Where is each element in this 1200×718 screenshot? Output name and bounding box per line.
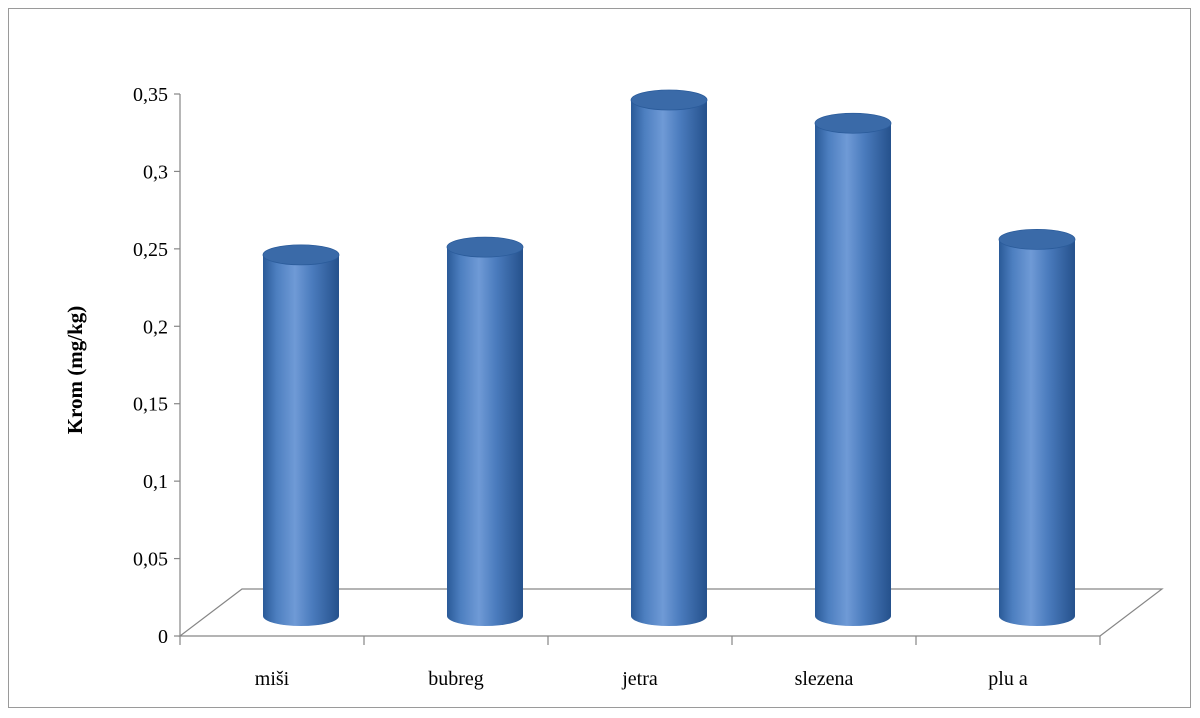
bar-body [447, 247, 523, 626]
bar-slezena [814, 112, 892, 626]
bar-jetra [630, 89, 708, 626]
y-tick-label: 0,3 [143, 161, 168, 183]
y-tick-label: 0,2 [143, 316, 168, 338]
bar-body [999, 239, 1075, 626]
bar-top [814, 112, 892, 134]
x-category-label: jetra [621, 668, 658, 690]
y-tick-label: 0,15 [133, 394, 168, 416]
x-category-label: miši [255, 668, 290, 690]
bars [262, 89, 1076, 626]
y-tick-label: 0,25 [133, 239, 168, 261]
x-category-label: plu a [988, 668, 1028, 690]
bar-top [630, 89, 708, 111]
y-axis-title: Krom (mg/kg) [63, 306, 87, 435]
y-tick-label: 0,05 [133, 549, 168, 571]
y-axis: 0 0,05 0,1 0,15 0,2 0,25 0,3 0,35 [133, 84, 1101, 648]
bar-body [815, 123, 891, 626]
x-category-label: slezena [795, 668, 854, 690]
y-tick-label: 0 [158, 626, 168, 648]
bar-body [631, 100, 707, 626]
y-tick-label: 0,35 [133, 84, 168, 106]
x-category-label: bubreg [428, 668, 484, 690]
bar-top [262, 244, 340, 266]
bar-miši [262, 244, 340, 626]
bar-top [446, 236, 524, 258]
y-tick-label: 0,1 [143, 471, 168, 493]
bar-body [263, 254, 339, 626]
x-axis-labels: miši bubreg jetra slezena plu a [255, 668, 1028, 690]
bar-top [998, 228, 1076, 250]
bar-plu-a [998, 228, 1076, 626]
bar-bubreg [446, 236, 524, 626]
